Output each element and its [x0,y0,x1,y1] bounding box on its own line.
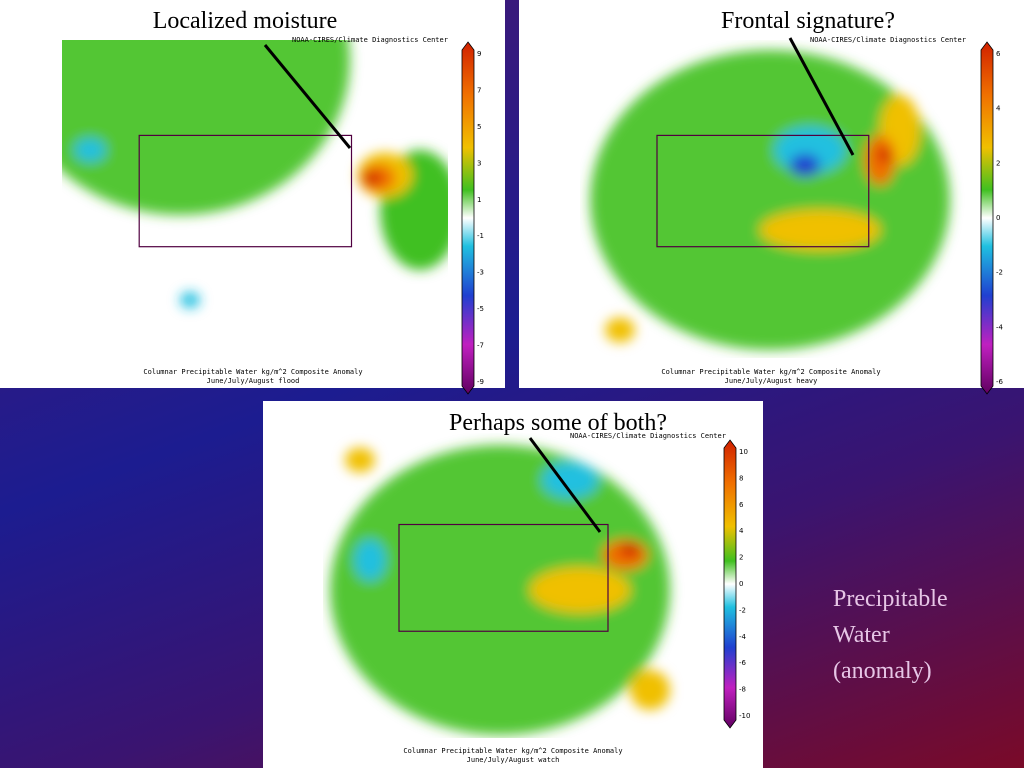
colorbar-label: 0 [739,580,743,588]
anomaly-area [620,543,640,557]
colorbar-label: 4 [996,105,1001,113]
colorbar-label: -7 [477,342,484,350]
anomaly-fields [62,40,448,308]
colorbar-label: -9 [477,378,484,386]
map [62,40,448,358]
colorbar-label: 4 [739,527,744,535]
anomaly-fields [330,445,670,735]
colorbar-label: -2 [739,606,746,614]
side-text: (anomaly) [833,658,932,684]
colorbar-label: 7 [477,86,481,94]
colorbar-label: 2 [996,159,1000,167]
credit: NOAA-CIRES/Climate Diagnostics Center [570,432,726,440]
colorbar-label: -10 [739,712,750,720]
colorbar-label: 1 [477,196,481,204]
us-outline [656,134,870,248]
colorbar-label: 6 [739,501,744,509]
anomaly-fields [590,50,950,350]
colorbar-label: 2 [739,554,743,562]
side-text: Water [833,622,890,648]
arrow [788,37,855,156]
colorbar-label: -8 [739,686,746,694]
anomaly-area [878,147,892,163]
colorbar-label: -2 [996,269,1003,277]
anomaly-area [345,447,375,473]
colorbar-label: -5 [477,305,484,313]
colorbar-label: -1 [477,232,484,240]
colorbar-label: -4 [739,633,747,641]
colorbar-label: 6 [996,50,1001,58]
anomaly-area [330,445,670,735]
anomaly-area [530,567,630,613]
colorbar-label: 10 [739,448,748,456]
colorbar-label: 9 [477,50,481,58]
anomaly-area [790,154,820,176]
anomaly-area [630,670,670,710]
anomaly-area [605,317,635,343]
colorbar-label: 0 [996,214,1000,222]
us-outline [398,523,609,632]
anomaly-area [75,139,105,161]
colorbar-label: 8 [739,474,743,482]
anomaly-area [180,292,200,308]
colorbar-label: -3 [477,269,484,277]
colorbar-label: -6 [739,659,747,667]
panel-title: Frontal signature? [721,8,895,34]
anomaly-area [760,210,880,250]
caption: June/July/August flood [207,377,300,385]
caption: Columnar Precipitable Water kg/m^2 Compo… [143,368,362,376]
arrow [263,44,352,149]
anomaly-area [363,171,381,185]
map [580,40,965,358]
anomaly-area [355,540,385,580]
map [323,433,703,738]
colorbar-label: 5 [477,123,481,131]
colorbar-label: 3 [477,159,481,167]
colorbar [461,41,475,395]
caption: Columnar Precipitable Water kg/m^2 Compo… [661,368,880,376]
credit: NOAA-CIRES/Climate Diagnostics Center [810,36,966,44]
credit: NOAA-CIRES/Climate Diagnostics Center [292,36,448,44]
panel-title: Perhaps some of both? [449,410,667,436]
caption: Columnar Precipitable Water kg/m^2 Compo… [403,747,622,755]
anomaly-area [590,50,950,350]
side-text: Precipitable [833,586,948,612]
colorbar [723,439,737,729]
us-outline [138,134,353,248]
colorbar [980,41,994,395]
colorbar-label: -6 [996,378,1004,386]
anomaly-area [62,40,350,215]
panel-title: Localized moisture [153,8,338,34]
arrow [528,437,602,533]
colorbar-label: -4 [996,323,1004,331]
caption: June/July/August heavy [725,377,818,385]
caption: June/July/August watch [467,756,560,764]
